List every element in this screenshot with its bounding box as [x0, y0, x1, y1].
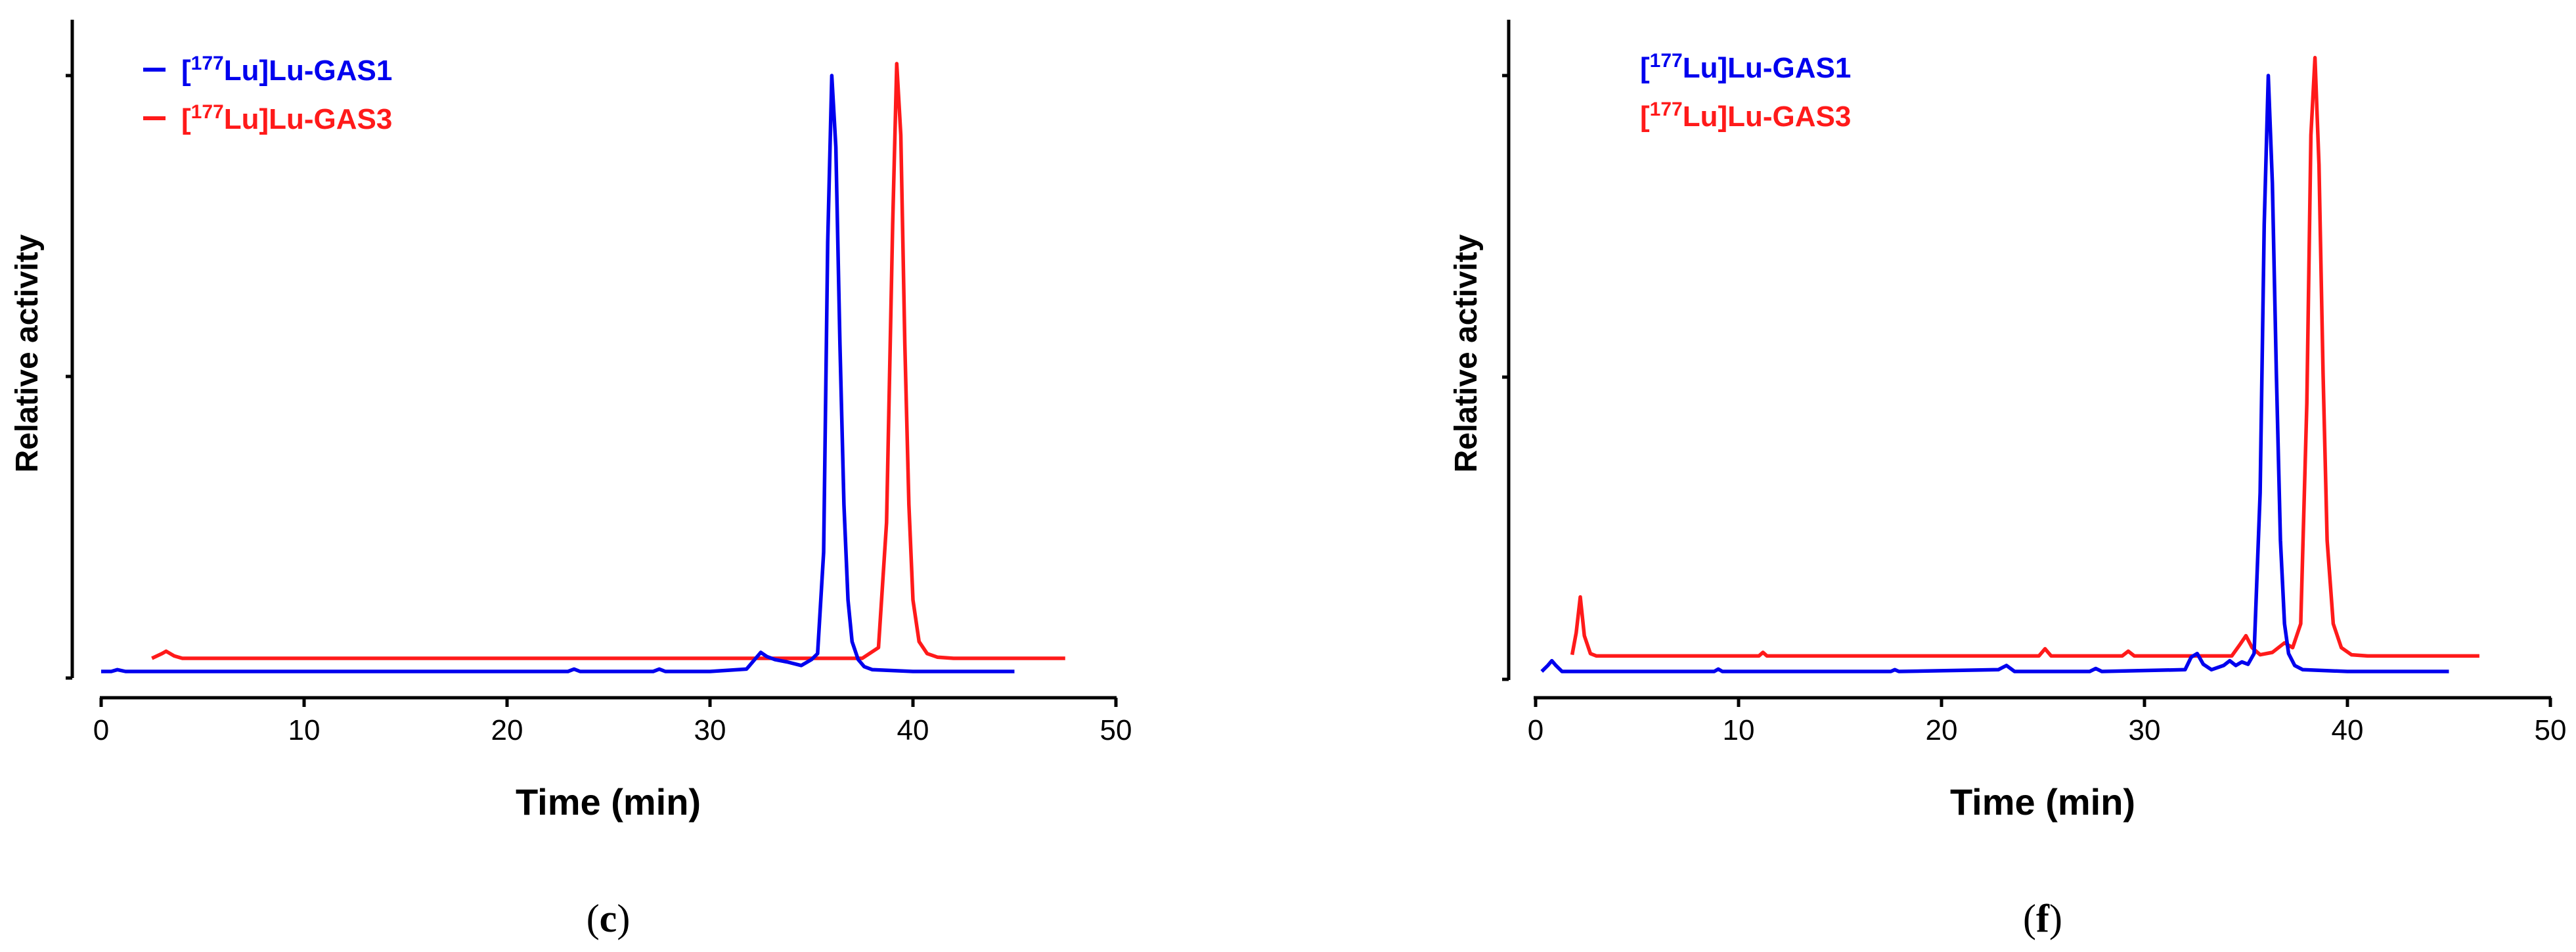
x-axis: 0 10 20 30 40 50	[93, 696, 1132, 746]
y-axis-title: Relative activity	[1449, 234, 1484, 472]
legend: [177Lu]Lu-GAS1 [177Lu]Lu-GAS3	[143, 53, 392, 135]
x-tick-label: 20	[491, 714, 523, 746]
y-axis	[66, 20, 74, 680]
x-tick-label: 10	[1723, 714, 1755, 746]
x-tick-label: 0	[93, 714, 109, 746]
y-axis-title: Relative activity	[10, 234, 45, 472]
legend-label-gas3: [177Lu]Lu-GAS3	[181, 101, 392, 135]
y-axis	[1502, 20, 1511, 681]
series-line-gas1	[101, 74, 1015, 673]
chart-panel-c: Relative activity 0 10 20 30 40 50 Time …	[10, 20, 1132, 940]
x-axis-title: Time (min)	[1950, 781, 2135, 823]
panel-label-c: (c)	[587, 897, 631, 940]
x-tick-label: 50	[1100, 714, 1132, 746]
legend-label-gas3: [177Lu]Lu-GAS3	[1640, 99, 1851, 133]
series-line-gas3	[1570, 56, 2479, 658]
panel-label-f: (f)	[2023, 897, 2062, 940]
x-tick-label: 40	[2332, 714, 2364, 746]
x-axis: 0 10 20 30 40 50	[1528, 696, 2567, 746]
x-axis-title: Time (min)	[516, 781, 701, 823]
x-tick-label: 0	[1528, 714, 1543, 746]
x-tick-label: 10	[288, 714, 321, 746]
x-tick-label: 50	[2535, 714, 2567, 746]
x-tick-label: 30	[694, 714, 726, 746]
x-tick-label: 40	[897, 714, 929, 746]
legend: [177Lu]Lu-GAS1 [177Lu]Lu-GAS3	[1640, 50, 1851, 133]
legend-label-gas1: [177Lu]Lu-GAS1	[1640, 50, 1851, 84]
chart-panel-f: Relative activity 0 10 20 30 40 50 Time …	[1449, 20, 2566, 940]
x-tick-label: 30	[2129, 714, 2161, 746]
series-line-gas1	[1540, 74, 2449, 673]
x-tick-label: 20	[1926, 714, 1958, 746]
legend-label-gas1: [177Lu]Lu-GAS1	[181, 53, 392, 87]
series-line-gas3	[151, 62, 1065, 660]
